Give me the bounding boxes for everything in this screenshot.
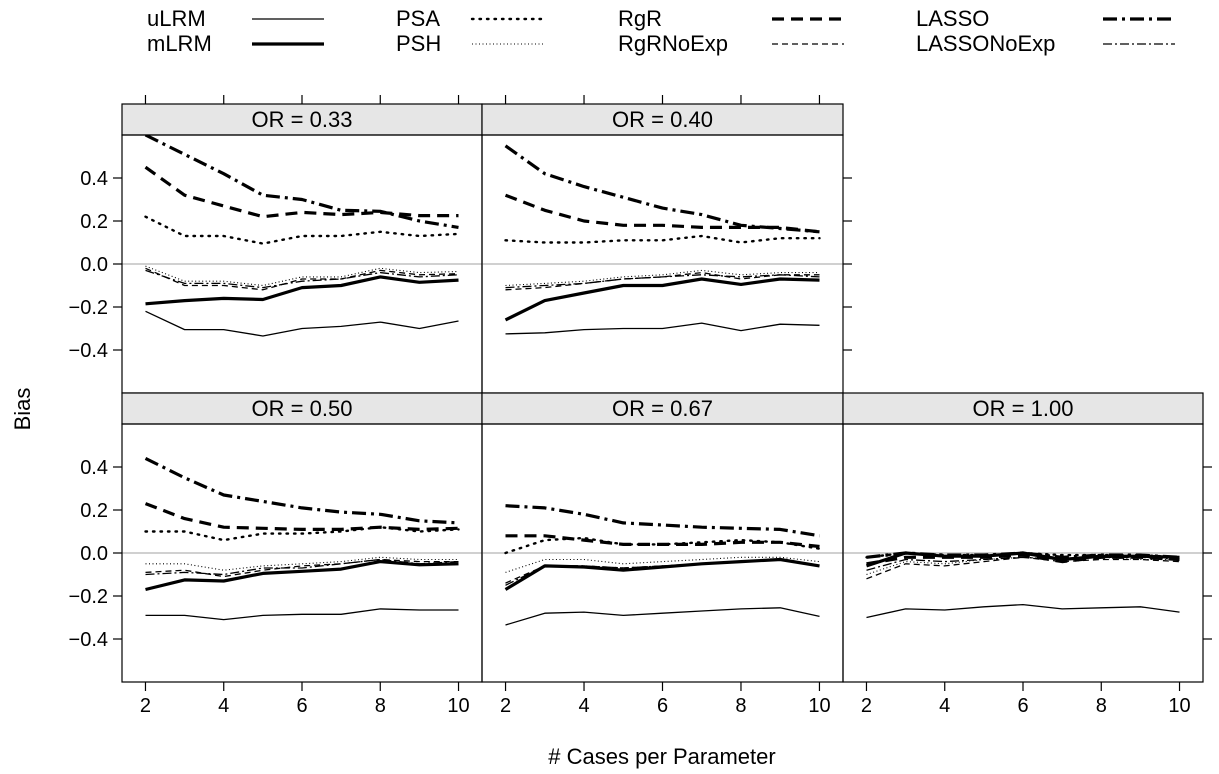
x-tick-label: 2	[140, 695, 151, 717]
x-tick-label: 6	[657, 695, 668, 717]
series-line-mlrm	[145, 275, 459, 306]
series-line-lassonoexp	[505, 558, 820, 586]
y-tick-label: −0.2	[69, 297, 108, 319]
series-line-mlrm	[504, 277, 820, 322]
series-line-mlrm	[145, 559, 459, 592]
x-tick-label: 8	[1096, 695, 1107, 717]
series-line-mlrm	[504, 557, 820, 591]
y-axis-label: Bias	[10, 388, 35, 431]
series-line-lasso	[144, 135, 459, 229]
panel-or-0-50: OR = 0.50	[121, 392, 483, 683]
panel-or-1-00: OR = 1.00	[842, 392, 1204, 683]
series-line-lasso	[504, 144, 820, 234]
legend-label-mlrm: mLRM	[147, 31, 212, 56]
series-group	[144, 456, 460, 621]
series-line-lasso	[866, 551, 1180, 559]
series-line-lassonoexp	[866, 556, 1180, 571]
series-line-lasso	[505, 504, 820, 538]
series-line-psh	[505, 269, 820, 287]
panel-strip	[121, 392, 483, 425]
panel-strip	[842, 392, 1204, 425]
x-tick-label: 4	[218, 695, 229, 717]
series-line-psa	[144, 526, 460, 542]
series-line-rgrnoexp	[505, 271, 820, 291]
y-tick-label: 0.0	[80, 254, 108, 276]
series-line-lasso	[144, 456, 459, 525]
series-group	[504, 504, 821, 626]
panel-or-0-40: OR = 0.40	[481, 103, 844, 394]
series-line-lassonoexp	[145, 558, 459, 576]
legend-label-lassonoexp: LASSONoExp	[916, 31, 1055, 56]
series-line-psh	[866, 556, 1180, 576]
series-line-lassonoexp	[145, 269, 459, 289]
series-line-rgr	[505, 534, 820, 549]
panel-strip	[481, 103, 844, 136]
panel-or-0-33: OR = 0.33	[121, 103, 483, 394]
y-tick-label: −0.4	[69, 340, 108, 362]
y-tick-label: 0.0	[80, 543, 108, 565]
x-tick-label: 4	[578, 695, 589, 717]
series-line-rgrnoexp	[866, 556, 1180, 580]
panel-title: OR = 0.33	[252, 107, 353, 132]
y-tick-label: −0.4	[69, 629, 108, 651]
x-tick-label: 6	[296, 695, 307, 717]
x-tick-label: 2	[500, 695, 511, 717]
x-tick-label: 10	[447, 695, 469, 717]
x-axis-label: # Cases per Parameter	[548, 744, 775, 769]
x-tick-label: 2	[861, 695, 872, 717]
series-line-rgr	[144, 502, 459, 532]
series-line-ulrm	[505, 607, 820, 626]
series-line-ulrm	[145, 310, 459, 337]
x-tick-label: 6	[1017, 695, 1028, 717]
series-line-ulrm	[505, 322, 820, 335]
panel-title: OR = 1.00	[973, 396, 1074, 421]
y-tick-label: 0.4	[80, 457, 108, 479]
panels: OR = 0.33 OR = 0.40 OR = 0.50 OR = 0.67 OR =…	[121, 103, 1204, 683]
series-line-rgrnoexp	[145, 558, 459, 578]
series-line-psa	[504, 234, 821, 244]
series-line-rgr	[866, 553, 1180, 566]
y-tick-label: 0.4	[80, 168, 108, 190]
x-tick-label: 4	[939, 695, 950, 717]
x-tick-label: 8	[735, 695, 746, 717]
series-group	[504, 144, 821, 335]
axes: 2 4 6 8 10 2 4 6 8 10 2 4 6 8 10 −0.4 −0.2 0.0 0.2 0.4 −0.4 −…	[69, 95, 1212, 717]
legend-label-lasso: LASSO	[916, 6, 989, 31]
x-tick-label: 8	[375, 695, 386, 717]
series-line-ulrm	[145, 608, 459, 621]
legend-label-psa: PSA	[396, 6, 440, 31]
panel-title: OR = 0.40	[612, 107, 713, 132]
legend-label-rgr: RgR	[618, 6, 662, 31]
legend-label-rgrnoexp: RgRNoExp	[618, 31, 728, 56]
legend-label-psh: PSH	[396, 31, 441, 56]
series-line-rgrnoexp	[505, 558, 820, 584]
series-line-lassonoexp	[505, 274, 820, 289]
legend-label-ulrm: uLRM	[147, 6, 206, 31]
y-tick-label: 0.2	[80, 211, 108, 233]
panel-or-0-67: OR = 0.67	[481, 392, 844, 683]
y-tick-label: −0.2	[69, 586, 108, 608]
series-line-ulrm	[866, 603, 1180, 619]
x-tick-label: 10	[1168, 695, 1190, 717]
series-group	[865, 551, 1181, 619]
series-line-rgr	[144, 165, 459, 219]
series-line-psa	[144, 215, 460, 245]
x-tick-label: 10	[808, 695, 830, 717]
y-tick-label: 0.2	[80, 500, 108, 522]
series-line-rgrnoexp	[145, 267, 459, 291]
panel-title: OR = 0.50	[252, 396, 353, 421]
series-group	[144, 135, 460, 337]
panel-title: OR = 0.67	[612, 396, 713, 421]
